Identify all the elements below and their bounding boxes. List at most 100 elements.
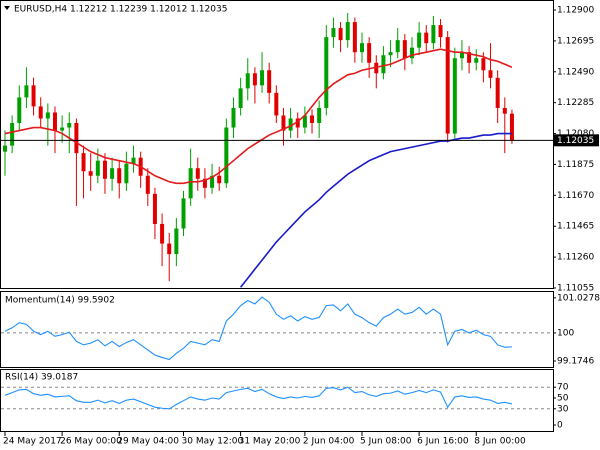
- candle-body: [310, 115, 315, 124]
- candle-body: [338, 28, 343, 41]
- candle-body: [238, 88, 243, 108]
- y-tick-label: 101.0278: [557, 293, 600, 303]
- candle-body: [45, 112, 50, 119]
- candle-body: [74, 123, 79, 154]
- candle-body: [131, 157, 136, 164]
- candle-body: [431, 25, 436, 44]
- y-tick-label: 70: [557, 383, 569, 393]
- candle-body: [424, 32, 429, 44]
- candle-body: [10, 123, 15, 146]
- candle-body: [188, 168, 193, 199]
- candle-body: [509, 113, 514, 141]
- candle-body: [67, 123, 72, 128]
- y-tick-label: 100: [557, 328, 574, 338]
- candle-body: [481, 58, 486, 71]
- candle-body: [274, 92, 279, 116]
- series-line: [4, 386, 513, 410]
- candle-body: [467, 52, 472, 63]
- y-tick-label: 1.11055: [557, 284, 594, 294]
- rsi-title: RSI(14) 39.0187: [5, 373, 78, 383]
- candle-body: [452, 58, 457, 134]
- candle-body: [331, 28, 336, 38]
- x-tick-label: 6 Jun 16:00: [417, 437, 469, 447]
- y-tick-label: 1.12490: [557, 67, 594, 77]
- series-line: [4, 296, 512, 361]
- y-tick-label: 1.11875: [557, 160, 594, 170]
- candle-body: [388, 52, 393, 56]
- y-tick-label: 1.12695: [557, 36, 594, 46]
- x-tick-label: 5 Jun 08:00: [360, 437, 412, 447]
- candle-body: [60, 127, 65, 131]
- candle-body: [224, 127, 229, 184]
- candle-body: [217, 175, 222, 184]
- x-tick-label: 2 Jun 04:00: [303, 437, 355, 447]
- candle-body: [31, 85, 36, 107]
- x-tick-label: 8 Jun 00:00: [474, 437, 526, 447]
- candle-body: [402, 40, 407, 59]
- candle-body: [295, 118, 300, 128]
- rsi-panel: [0, 369, 554, 432]
- candle-body: [267, 70, 272, 93]
- candle-body: [495, 77, 500, 108]
- candle-body: [438, 25, 443, 38]
- candle-body: [324, 37, 329, 108]
- candle-body: [502, 107, 507, 114]
- candle-body: [81, 153, 86, 172]
- candle-body: [245, 73, 250, 89]
- series-line: [4, 48, 513, 185]
- price-panel: [0, 0, 554, 289]
- x-tick-label: 24 May 2017: [3, 437, 62, 447]
- candle-body: [102, 160, 107, 179]
- candle-body: [352, 22, 357, 53]
- candle-body: [95, 160, 100, 176]
- candle-body: [24, 85, 29, 98]
- candle-body: [488, 70, 493, 78]
- y-tick-label: 30: [557, 404, 569, 414]
- chart-title: EURUSD,H4 1.12212 1.12239 1.12012 1.1203…: [14, 5, 227, 15]
- candle-body: [17, 97, 22, 124]
- y-tick-label: 1.12900: [557, 6, 594, 16]
- candle-body: [395, 40, 400, 53]
- candle-body: [195, 168, 200, 179]
- candle-body: [360, 43, 364, 53]
- candle-body: [3, 145, 7, 152]
- candle-body: [231, 107, 236, 128]
- y-tick-label: 1.12285: [557, 98, 594, 108]
- candle-body: [210, 175, 215, 188]
- candle-body: [88, 171, 93, 176]
- candle-body: [381, 55, 386, 74]
- candle-body: [174, 228, 179, 255]
- candle-body: [445, 37, 450, 134]
- candle-body: [202, 178, 207, 188]
- candle-body: [409, 47, 414, 59]
- candle-body: [117, 168, 122, 184]
- menu-arrow: [4, 6, 10, 10]
- candle-body: [152, 193, 157, 224]
- y-tick-label: 1.11465: [557, 222, 594, 232]
- x-tick-label: 31 May 20:00: [239, 437, 301, 447]
- y-tick-label: 50: [557, 394, 569, 404]
- candle-body: [145, 175, 150, 194]
- y-tick-label: 99.1746: [557, 357, 594, 367]
- series-line: [239, 132, 512, 288]
- candle-body: [459, 52, 464, 59]
- candle-body: [281, 115, 286, 131]
- candle-body: [38, 106, 43, 119]
- candle-body: [474, 58, 479, 63]
- candle-body: [52, 112, 57, 131]
- x-tick-label: 30 May 12:00: [182, 437, 244, 447]
- candle-body: [260, 70, 265, 86]
- last-price-label: 1.12035: [557, 136, 594, 146]
- momentum-panel: [0, 291, 554, 368]
- candle-body: [417, 32, 422, 48]
- candle-body: [124, 163, 129, 184]
- candle-body: [181, 198, 186, 229]
- last-price-box: [554, 134, 599, 147]
- y-tick-label: 1.11670: [557, 191, 594, 201]
- candle-body: [345, 22, 350, 41]
- candle-body: [288, 118, 293, 131]
- y-tick-label: 0: [557, 421, 563, 431]
- candle-body: [367, 43, 372, 63]
- candle-body: [317, 107, 322, 124]
